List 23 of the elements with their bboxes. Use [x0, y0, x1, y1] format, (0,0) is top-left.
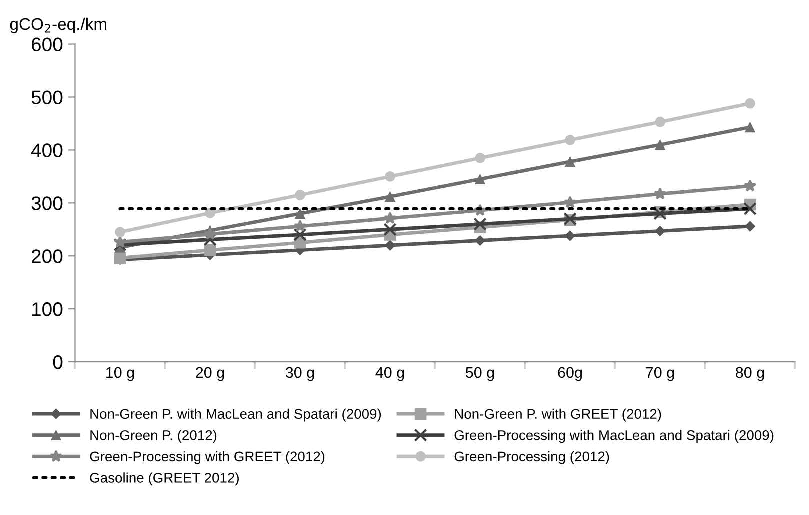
- legend-label: Green-Processing with MacLean and Spatari (2009): [454, 430, 774, 444]
- y-tick-label: 200: [32, 250, 63, 264]
- legend-label: Non-Green P. with GREET (2012): [455, 408, 662, 422]
- legend-label: Green-Processing with GREET (2012): [90, 451, 325, 464]
- x-tick-label: 60g: [558, 367, 582, 382]
- legend-label: Gasoline (GREET 2012): [90, 472, 239, 486]
- x-tick-label: 80 g: [736, 367, 764, 382]
- legend-label: Non-Green P. with MacLean and Spatari (2009): [90, 408, 382, 422]
- x-tick-label: 20 g: [196, 367, 224, 382]
- y-axis-title: gCO$_{2}$-eq./km: [10, 18, 106, 34]
- x-tick-label: 70 g: [646, 367, 674, 382]
- y-tick-label: 500: [32, 90, 63, 104]
- x-tick-label: 30 g: [286, 367, 314, 382]
- y-tick-label: 600: [32, 38, 63, 52]
- legend-label: Green-Processing (2012): [454, 451, 610, 464]
- x-tick-label: 40 g: [376, 367, 404, 382]
- y-tick-label: 300: [32, 196, 63, 210]
- y-tick-label: 0: [53, 356, 63, 370]
- x-tick-label: 10 g: [106, 367, 134, 382]
- legend-label: Non-Green P. (2012): [90, 430, 217, 444]
- y-tick-label: 400: [31, 144, 63, 158]
- y-tick-label: 100: [32, 302, 63, 316]
- x-tick-label: 50 g: [466, 367, 494, 382]
